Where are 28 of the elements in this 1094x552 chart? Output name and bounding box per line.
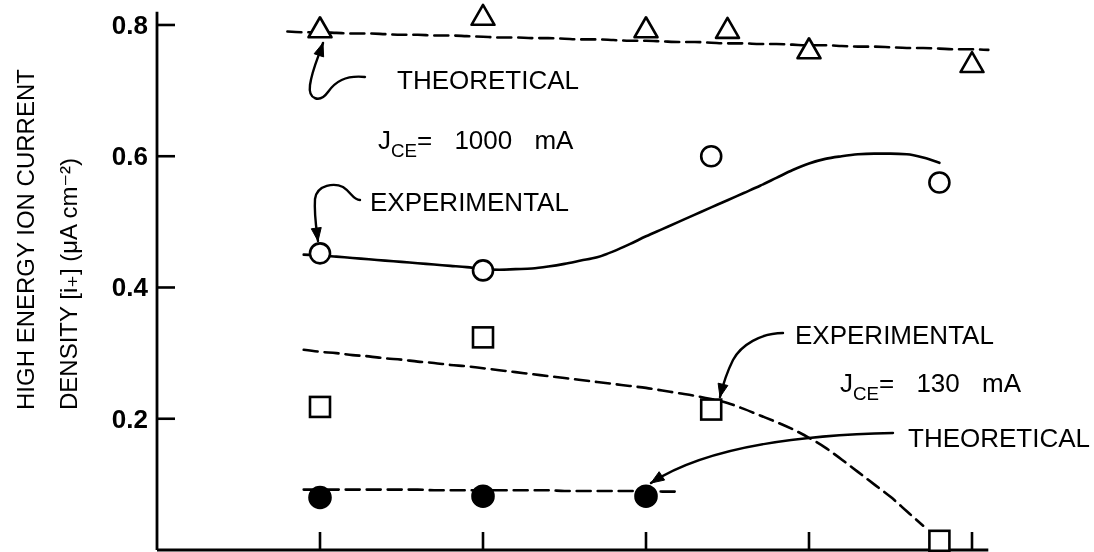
point bbox=[308, 395, 332, 419]
y-axis-title: HIGH ENERGY ION CURRENT DENSITY [i₊] (μA cm⁻²) bbox=[11, 68, 82, 410]
point bbox=[699, 144, 723, 168]
point bbox=[307, 15, 333, 39]
annotation: EXPERIMENTAL bbox=[370, 187, 569, 217]
y-tick-label: 0.8 bbox=[111, 9, 148, 40]
point bbox=[470, 3, 496, 27]
y-tick-label: 0.6 bbox=[111, 141, 148, 172]
point bbox=[959, 50, 985, 74]
y-tick-label: 0.4 bbox=[111, 272, 149, 303]
point bbox=[796, 36, 822, 60]
annotation: J$_{CE}$= 130 mA bbox=[840, 368, 1022, 404]
point bbox=[928, 529, 951, 552]
point bbox=[308, 485, 332, 510]
annotation: THEORETICAL bbox=[397, 65, 580, 95]
point bbox=[928, 171, 951, 194]
point bbox=[634, 484, 658, 508]
point bbox=[699, 398, 723, 421]
point bbox=[471, 326, 495, 349]
point bbox=[471, 484, 495, 508]
annotation: EXPERIMENTAL bbox=[795, 320, 994, 350]
annotation: J$_{CE}$= 1000 mA bbox=[378, 125, 575, 161]
y-tick-label: 0.2 bbox=[111, 403, 148, 434]
point bbox=[308, 242, 332, 265]
point bbox=[633, 15, 659, 39]
annotation: THEORETICAL bbox=[908, 423, 1091, 453]
point bbox=[714, 16, 741, 40]
point bbox=[471, 259, 495, 282]
